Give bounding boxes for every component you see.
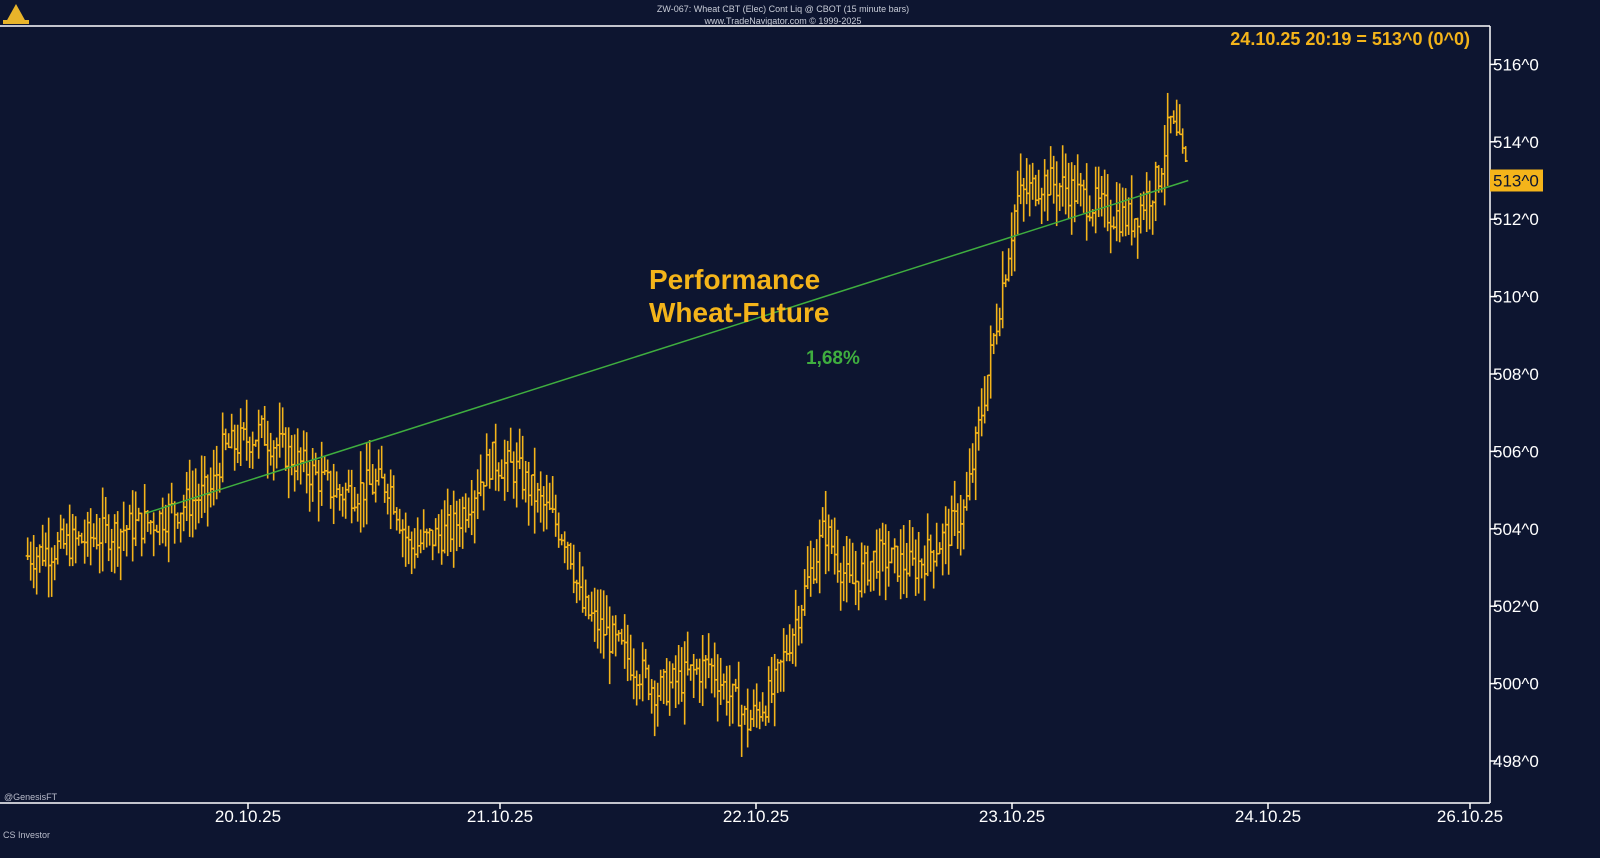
app-logo (3, 4, 29, 24)
footer-credit: CS Investor (3, 830, 50, 840)
logo-shape (6, 4, 26, 22)
quote-readout: 24.10.25 20:19 = 513^0 (0^0) (1230, 29, 1470, 49)
y-axis-ticks: 498^0 500^0 502^0 504^0 506^0 508^0 510^0 512^0… (1490, 55, 1539, 771)
x-tick-label: 20.10.25 (215, 807, 281, 826)
watermark: @GenesisFT (4, 792, 58, 802)
y-tick-label: 512^0 (1493, 210, 1539, 229)
y-tick-label: 504^0 (1493, 520, 1539, 539)
y-tick-label: 510^0 (1493, 288, 1539, 307)
ohlc-bar (1183, 146, 1188, 163)
ohlc-bars (25, 92, 1188, 757)
annotation-title-line2: Wheat-Future (649, 297, 829, 328)
y-tick-label: 514^0 (1493, 133, 1539, 152)
y-tick-label: 498^0 (1493, 752, 1539, 771)
last-price-marker: 513^0 (1490, 169, 1543, 192)
chart-header-line1: ZW-067: Wheat CBT (Elec) Cont Liq @ CBOT… (657, 4, 909, 14)
x-tick-label: 22.10.25 (723, 807, 789, 826)
y-tick-label: 500^0 (1493, 675, 1539, 694)
last-price-label: 513^0 (1493, 172, 1539, 191)
y-tick-label: 506^0 (1493, 442, 1539, 461)
x-tick-label: 21.10.25 (467, 807, 533, 826)
performance-percent: 1,68% (806, 348, 860, 369)
last-price-box (1490, 169, 1543, 192)
chart-header-line2: www.TradeNavigator.com © 1999-2025 (704, 16, 862, 26)
annotation-title-line1: Performance (649, 264, 820, 295)
x-tick-label: 23.10.25 (979, 807, 1045, 826)
logo-base (3, 20, 29, 24)
y-tick-label: 508^0 (1493, 365, 1539, 384)
x-axis-ticks: 20.10.25 21.10.25 22.10.25 23.10.25 24.10.25… (215, 803, 1503, 826)
y-tick-label: 502^0 (1493, 597, 1539, 616)
x-tick-label: 26.10.25 (1437, 807, 1503, 826)
performance-trendline (145, 179, 1189, 515)
x-tick-label: 24.10.25 (1235, 807, 1301, 826)
y-tick-label: 516^0 (1493, 55, 1539, 74)
